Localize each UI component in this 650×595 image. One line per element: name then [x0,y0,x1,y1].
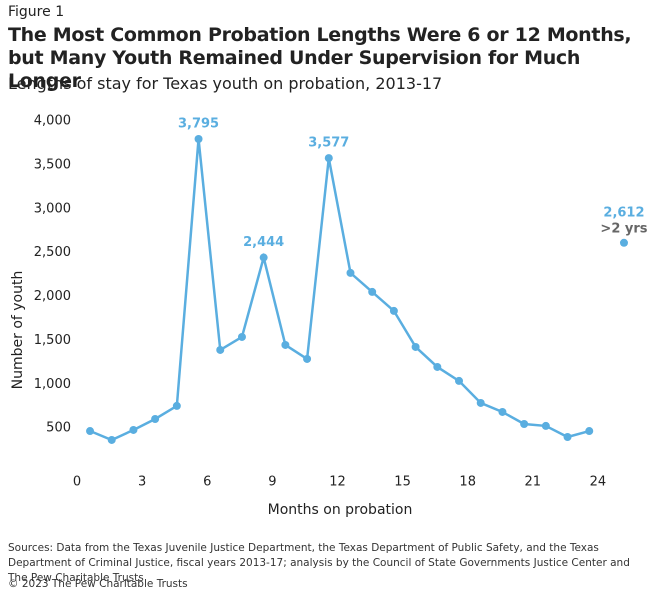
x-tick-label: 6 [203,475,211,490]
data-point [172,401,181,410]
data-point [619,238,628,247]
y-axis-label: Number of youth [10,271,26,390]
y-tick-label: 1,500 [34,333,71,348]
y-tick-label: 3,000 [34,201,71,216]
data-point [281,340,290,349]
source-note: Sources: Data from the Texas Juvenile Ju… [8,542,630,584]
x-tick-label: 18 [459,475,476,490]
data-point [216,345,225,354]
y-tick-label: 2,000 [34,289,71,304]
x-tick-label: 9 [268,475,276,490]
y-tick-label: 2,500 [34,245,71,260]
data-point [324,154,333,163]
x-tick-label: 24 [590,475,607,490]
data-point [129,425,138,434]
data-point [237,332,246,341]
data-point [541,421,550,430]
data-point [411,342,420,351]
x-tick-label: 0 [73,475,81,490]
data-point [86,427,95,436]
data-point [151,414,160,423]
data-point [194,134,203,143]
y-tick-label: 500 [46,421,71,436]
data-point [346,268,355,277]
data-point [520,420,529,429]
data-point [585,427,594,436]
data-point [107,435,116,444]
data-point [498,407,507,416]
data-point [433,362,442,371]
x-tick-label: 3 [138,475,146,490]
data-label: 2,444 [243,235,284,250]
data-line [89,138,590,442]
data-label: 3,795 [178,116,219,131]
y-tick-label: 3,500 [34,157,71,172]
data-point [476,398,485,407]
data-point [389,306,398,315]
y-tick-label: 4,000 [34,114,71,129]
data-point [303,354,312,363]
y-tick-label: 1,000 [34,377,71,392]
x-axis-label: Months on probation [268,502,413,518]
copyright: © 2023 The Pew Charitable Trusts [8,578,188,590]
data-label: 2,612 [603,205,644,220]
chart-title: The Most Common Probation Lengths Were 6… [8,24,632,92]
x-tick-label: 12 [329,475,346,490]
chart: Months on probation Number of youth 500 1… [10,114,648,519]
data-point [455,376,464,385]
x-tick-label: 15 [394,475,411,490]
annotation: >2 yrs [600,221,647,236]
x-tick-label: 21 [525,475,542,490]
chart-subtitle: Lengths of stay for Texas youth on proba… [8,74,443,93]
data-point [563,432,572,441]
figure-label: Figure 1 [8,4,65,20]
data-point [259,253,268,262]
data-label: 3,577 [308,136,349,151]
data-point [368,287,377,296]
